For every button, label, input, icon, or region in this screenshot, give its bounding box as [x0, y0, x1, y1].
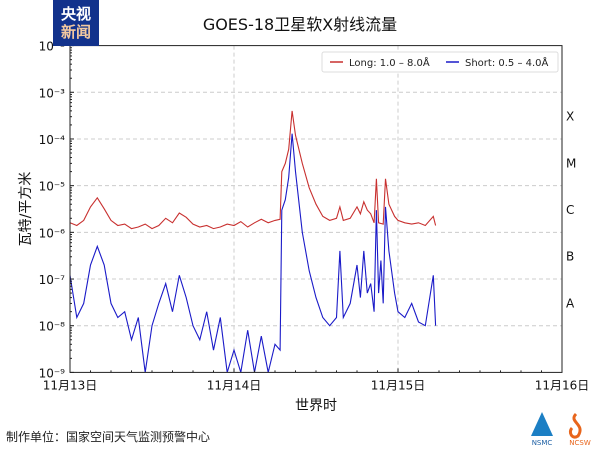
- ncsw-label: NCSW: [569, 439, 591, 447]
- nsmc-logo-icon: [531, 412, 553, 436]
- plot-frame: [69, 45, 563, 373]
- x-tick-label: 11月16日: [535, 378, 590, 392]
- flare-class-label: X: [566, 110, 574, 124]
- y-tick-label: 10⁻⁹: [39, 366, 66, 380]
- org-logos: NSMC NCSW: [531, 412, 591, 447]
- logo-line2: 新闻: [60, 23, 91, 41]
- legend: Long: 1.0 – 8.0Å Short: 0.5 – 4.0Å: [321, 51, 559, 73]
- flare-class-label: M: [566, 156, 576, 170]
- x-tick-label: 11月15日: [371, 378, 426, 392]
- producer-credit: 制作单位：国家空间天气监测预警中心: [6, 430, 211, 444]
- legend-long-label: Long: 1.0 – 8.0Å: [349, 56, 430, 69]
- y-tick-label: 10⁻⁵: [39, 180, 66, 194]
- x-ticks: 11月13日 11月14日 11月15日 11月16日: [43, 368, 590, 392]
- chart-title: GOES-18卫星软X射线流量: [203, 15, 397, 34]
- long-channel-line: [69, 110, 437, 230]
- logo-line1: 央视: [60, 5, 91, 23]
- grid: [70, 45, 562, 373]
- legend-short-label: Short: 0.5 – 4.0Å: [465, 56, 549, 69]
- y-tick-label: 10⁻³: [39, 86, 66, 100]
- short-channel-line: [69, 133, 437, 373]
- nsmc-label: NSMC: [532, 439, 553, 447]
- series-lines: [69, 110, 437, 373]
- flare-class-labels: X M C B A: [566, 110, 576, 311]
- x-tick-label: 11月14日: [207, 378, 262, 392]
- ncsw-logo-icon: [568, 412, 582, 439]
- flare-class-label: A: [566, 296, 575, 310]
- x-tick-label: 11月13日: [43, 378, 98, 392]
- x-axis-label: 世界时: [295, 398, 337, 414]
- y-tick-label: 10⁻⁷: [39, 273, 66, 287]
- cctv-news-logo: 央视 新闻: [53, 0, 99, 46]
- y-axis-label: 瓦特/平方米: [18, 172, 34, 247]
- y-tick-label: 10⁻⁸: [39, 320, 66, 334]
- flare-class-label: C: [566, 203, 574, 217]
- y-tick-label: 10⁻⁴: [39, 133, 66, 147]
- y-ticks: 10⁻⁹10⁻⁸10⁻⁷10⁻⁶10⁻⁵10⁻⁴10⁻³10⁻²: [39, 40, 74, 380]
- flare-class-label: B: [566, 250, 574, 264]
- y-tick-label: 10⁻⁶: [39, 226, 66, 240]
